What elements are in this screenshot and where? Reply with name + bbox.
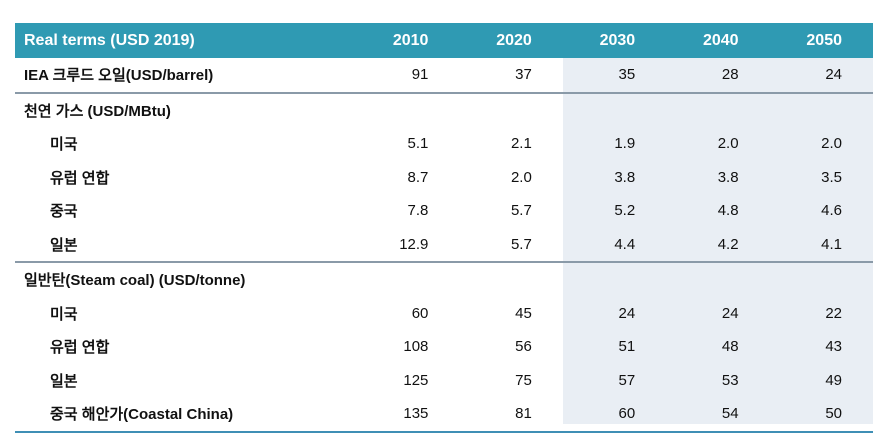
table-row: 미국 5.1 2.1 1.9 2.0 2.0 — [15, 127, 873, 161]
value-cell — [459, 261, 563, 297]
value-cell: 4.8 — [717, 202, 739, 220]
value-cell: 5.7 — [510, 235, 532, 253]
year-header: 2040 — [702, 31, 739, 49]
table-row: 유럽 연합 108 56 51 48 43 — [15, 330, 873, 364]
value-cell: 2.0 — [821, 135, 842, 153]
row-sub-label: 유럽 연합 — [50, 169, 110, 187]
value-cell: 51 — [618, 338, 636, 356]
value-cell: 8.7 — [407, 168, 429, 186]
value-cell: 108 — [403, 338, 429, 356]
header-label: Real terms (USD 2019) — [24, 31, 195, 49]
value-cell: 60 — [562, 397, 667, 433]
value-cell: 57 — [618, 371, 636, 389]
value-cell: 4.6 — [821, 202, 842, 220]
row-sub-label: 일본 — [50, 236, 78, 254]
value-cell: 125 — [403, 371, 429, 389]
row-sub-label: 중국 — [50, 203, 78, 221]
table-row: 일본 12.9 5.7 4.4 4.2 4.1 — [15, 228, 873, 263]
value-cell: 43 — [825, 338, 842, 356]
value-cell: 135 — [356, 397, 460, 433]
value-cell — [769, 261, 873, 297]
value-cell: 50 — [769, 397, 873, 433]
table-row: 유럽 연합 8.7 2.0 3.8 3.8 3.5 — [15, 161, 873, 195]
value-cell: 37 — [515, 66, 532, 84]
value-cell: 12.9 — [399, 235, 429, 253]
value-cell — [562, 261, 667, 297]
table-row: 천연 가스 (USD/MBtu) — [15, 91, 873, 127]
value-cell: 5.2 — [614, 202, 636, 220]
row-label: 일반탄(Steam coal) (USD/tonne) — [15, 261, 357, 297]
value-cell: 3.8 — [614, 168, 636, 186]
value-cell: 49 — [825, 371, 842, 389]
row-label: 천연 가스 (USD/MBtu) — [15, 91, 357, 127]
value-cell: 45 — [515, 304, 532, 322]
year-header: 2010 — [392, 31, 429, 49]
row-sub-label: 유럽 연합 — [50, 339, 110, 357]
value-cell: 24 — [721, 304, 739, 322]
year-header: 2050 — [806, 31, 842, 49]
table-row: 일반탄(Steam coal) (USD/tonne) — [15, 261, 873, 297]
value-cell: 54 — [666, 397, 770, 433]
table-row: 미국 60 45 24 24 22 — [15, 297, 873, 331]
row-sub-label: 중국 해안가(Coastal China) — [15, 397, 357, 433]
value-cell: 28 — [721, 66, 739, 84]
value-cell: 2.0 — [510, 168, 532, 186]
value-cell: 4.2 — [717, 235, 739, 253]
value-cell: 60 — [411, 304, 429, 322]
row-sub-label: 미국 — [50, 305, 78, 323]
value-cell: 75 — [515, 371, 532, 389]
value-cell: 24 — [618, 304, 636, 322]
year-header: 2020 — [496, 31, 532, 49]
year-header: 2030 — [599, 31, 636, 49]
row-sub-label: 미국 — [50, 136, 78, 154]
table-row: 일본 125 75 57 53 49 — [15, 364, 873, 398]
row-label: IEA 크루드 오일(USD/barrel) — [24, 67, 214, 85]
value-cell: 3.5 — [821, 168, 842, 186]
value-cell: 4.4 — [614, 235, 636, 253]
value-cell: 48 — [721, 338, 739, 356]
value-cell — [666, 91, 770, 127]
table-row: 중국 해안가(Coastal China) 135 81 60 54 50 — [15, 397, 873, 433]
price-table: Real terms (USD 2019) 2010 2020 2030 204… — [15, 23, 873, 433]
value-cell: 22 — [825, 304, 842, 322]
value-cell: 81 — [459, 397, 563, 433]
value-cell — [356, 261, 460, 297]
value-cell: 7.8 — [407, 202, 429, 220]
value-cell: 5.7 — [510, 202, 532, 220]
value-cell — [356, 91, 460, 127]
value-cell: 2.1 — [510, 135, 532, 153]
row-sub-label: 일본 — [50, 372, 78, 390]
value-cell — [459, 91, 563, 127]
value-cell: 24 — [825, 66, 842, 84]
value-cell: 56 — [515, 338, 532, 356]
table-row: IEA 크루드 오일(USD/barrel) 91 37 35 28 24 — [15, 58, 873, 93]
value-cell: 5.1 — [407, 135, 429, 153]
value-cell: 35 — [618, 66, 636, 84]
header-row: Real terms (USD 2019) 2010 2020 2030 204… — [15, 23, 873, 58]
table-row: 중국 7.8 5.7 5.2 4.8 4.6 — [15, 194, 873, 228]
value-cell: 91 — [411, 66, 429, 84]
value-cell: 1.9 — [614, 135, 636, 153]
value-cell: 2.0 — [717, 135, 739, 153]
value-cell — [666, 261, 770, 297]
value-cell: 3.8 — [717, 168, 739, 186]
value-cell: 4.1 — [821, 235, 842, 253]
value-cell — [769, 91, 873, 127]
value-cell — [562, 91, 667, 127]
value-cell: 53 — [721, 371, 739, 389]
